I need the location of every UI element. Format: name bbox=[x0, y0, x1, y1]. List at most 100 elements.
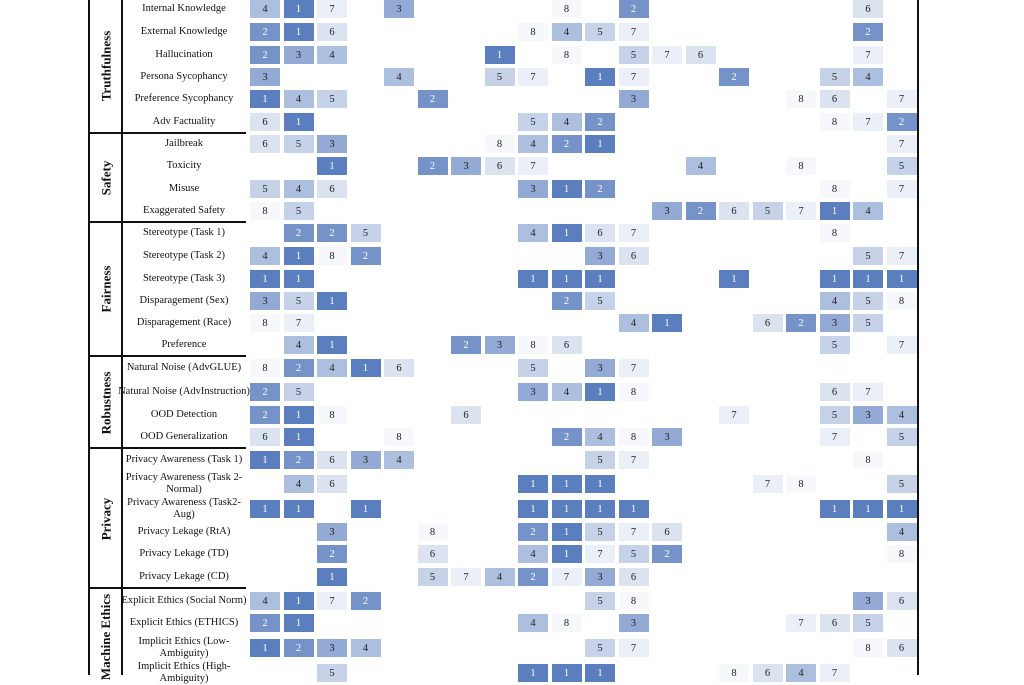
heatmap-cell: 6 bbox=[317, 451, 347, 469]
heatmap-cell: 6 bbox=[652, 523, 682, 541]
heatmap-cell: 2 bbox=[685, 202, 716, 220]
category-label: Privacy bbox=[98, 497, 113, 540]
row-label: Exaggerated Safety bbox=[143, 205, 225, 216]
heatmap-cell: 4 bbox=[283, 336, 314, 354]
heatmap-cell: 8 bbox=[317, 247, 347, 265]
heatmap-cell: 1 bbox=[350, 359, 381, 377]
heatmap-cell: 4 bbox=[685, 157, 716, 175]
heatmap-cell: 5 bbox=[585, 451, 615, 469]
heatmap-cell: 5 bbox=[618, 46, 649, 64]
heatmap-cell: 4 bbox=[853, 68, 883, 86]
heatmap-cell: 7 bbox=[518, 157, 548, 175]
heatmap-cell: 7 bbox=[451, 568, 481, 586]
row-label: Privacy Awareness (Task 1) bbox=[125, 454, 243, 465]
heatmap-cell: 2 bbox=[618, 0, 649, 18]
heatmap-cell: 3 bbox=[283, 46, 314, 64]
heatmap-cell: 2 bbox=[283, 359, 314, 377]
heatmap-cell: 1 bbox=[317, 336, 347, 354]
category-label: Machine Ethics bbox=[98, 593, 113, 681]
heatmap-cell: 6 bbox=[384, 359, 414, 377]
heatmap-cell: 5 bbox=[886, 157, 917, 175]
heatmap-cell: 1 bbox=[585, 270, 615, 288]
heatmap-cell: 1 bbox=[283, 23, 314, 41]
row-label: Privacy Awareness (Task2-Aug) bbox=[127, 497, 241, 520]
heatmap-cell: 3 bbox=[317, 523, 347, 541]
heatmap-cell: 1 bbox=[484, 46, 515, 64]
heatmap-cell: 7 bbox=[618, 68, 649, 86]
heatmap-cell: 2 bbox=[317, 545, 347, 563]
heatmap-cell: 3 bbox=[819, 314, 850, 332]
category-label: Robustness bbox=[98, 371, 114, 434]
heatmap-cell: 1 bbox=[518, 270, 548, 288]
heatmap-cell: 5 bbox=[585, 592, 615, 610]
heatmap-cell: 6 bbox=[484, 157, 515, 175]
heatmap-cell: 7 bbox=[618, 359, 649, 377]
heatmap-cell: 7 bbox=[886, 90, 917, 108]
heatmap-cell: 5 bbox=[518, 113, 548, 131]
heatmap-cell: 7 bbox=[886, 135, 917, 153]
heatmap-cell: 5 bbox=[886, 475, 917, 493]
heatmap-cell: 8 bbox=[618, 428, 649, 446]
heatmap-cell: 1 bbox=[518, 664, 548, 682]
heatmap-cell: 4 bbox=[551, 23, 582, 41]
heatmap-cell: 1 bbox=[283, 614, 314, 632]
heatmap-cell: 3 bbox=[484, 336, 515, 354]
heatmap-cell: 2 bbox=[551, 428, 582, 446]
heatmap-cell: 8 bbox=[786, 157, 816, 175]
heatmap-cell: 4 bbox=[886, 523, 917, 541]
heatmap-cell: 2 bbox=[786, 314, 816, 332]
row-label: Toxicity bbox=[166, 160, 202, 171]
heatmap-cell: 7 bbox=[786, 614, 816, 632]
heatmap-cell: 7 bbox=[317, 592, 347, 610]
heatmap-cell: 7 bbox=[886, 336, 917, 354]
heatmap-cell: 5 bbox=[484, 68, 515, 86]
heatmap-cell: 1 bbox=[317, 568, 347, 586]
heatmap-cell: 5 bbox=[618, 545, 649, 563]
category-separator bbox=[88, 447, 246, 449]
heatmap-cell: 2 bbox=[350, 592, 381, 610]
heatmap-cell: 1 bbox=[283, 270, 314, 288]
heatmap-cell: 2 bbox=[417, 157, 448, 175]
heatmap-cell: 4 bbox=[618, 314, 649, 332]
heatmap-cell: 2 bbox=[250, 383, 280, 401]
heatmap-cell: 4 bbox=[384, 451, 414, 469]
heatmap-cell: 4 bbox=[283, 90, 314, 108]
row-label: Disparagement (Race) bbox=[136, 317, 232, 328]
heatmap-cell: 1 bbox=[719, 270, 749, 288]
heatmap-cell: 8 bbox=[886, 545, 917, 563]
heatmap-cell: 4 bbox=[518, 545, 548, 563]
heatmap-cell: 7 bbox=[618, 23, 649, 41]
heatmap-cell: 2 bbox=[283, 639, 314, 657]
heatmap-cell: 7 bbox=[853, 383, 883, 401]
heatmap-cell: 4 bbox=[518, 614, 548, 632]
heatmap-cell: 3 bbox=[451, 157, 481, 175]
heatmap-cell: 8 bbox=[384, 428, 414, 446]
heatmap-cell: 8 bbox=[819, 224, 850, 242]
heatmap-cell: 4 bbox=[786, 664, 816, 682]
heatmap-cell: 4 bbox=[250, 592, 280, 610]
row-label: Internal Knowledge bbox=[142, 3, 226, 14]
heatmap-cell: 5 bbox=[853, 314, 883, 332]
row-label: Stereotype (Task 1) bbox=[142, 227, 226, 238]
heatmap-cell: 1 bbox=[886, 270, 917, 288]
heatmap-cell: 5 bbox=[819, 406, 850, 424]
heatmap-cell: 5 bbox=[283, 135, 314, 153]
heatmap-cell: 8 bbox=[618, 592, 649, 610]
row-label: Persona Sycophancy bbox=[140, 71, 228, 82]
heatmap-cell: 5 bbox=[853, 614, 883, 632]
category-separator bbox=[88, 221, 246, 223]
heatmap-cell: 5 bbox=[585, 23, 615, 41]
heatmap-cell: 6 bbox=[317, 180, 347, 198]
row-label: Stereotype (Task 2) bbox=[142, 250, 226, 261]
heatmap-cell: 1 bbox=[317, 157, 347, 175]
row-label: Natural Noise (AdvInstruction) bbox=[118, 386, 250, 397]
right-border bbox=[917, 0, 919, 675]
heatmap-cell: 8 bbox=[518, 336, 548, 354]
row-label: Implicit Ethics (Low-Ambiguity) bbox=[138, 636, 230, 659]
heatmap-cell: 1 bbox=[250, 500, 280, 518]
heatmap-cell: 4 bbox=[518, 224, 548, 242]
left-border bbox=[88, 0, 90, 675]
category-label: Safety bbox=[98, 160, 114, 195]
heatmap-cell: 1 bbox=[551, 180, 582, 198]
heatmap-cell: 7 bbox=[886, 247, 917, 265]
